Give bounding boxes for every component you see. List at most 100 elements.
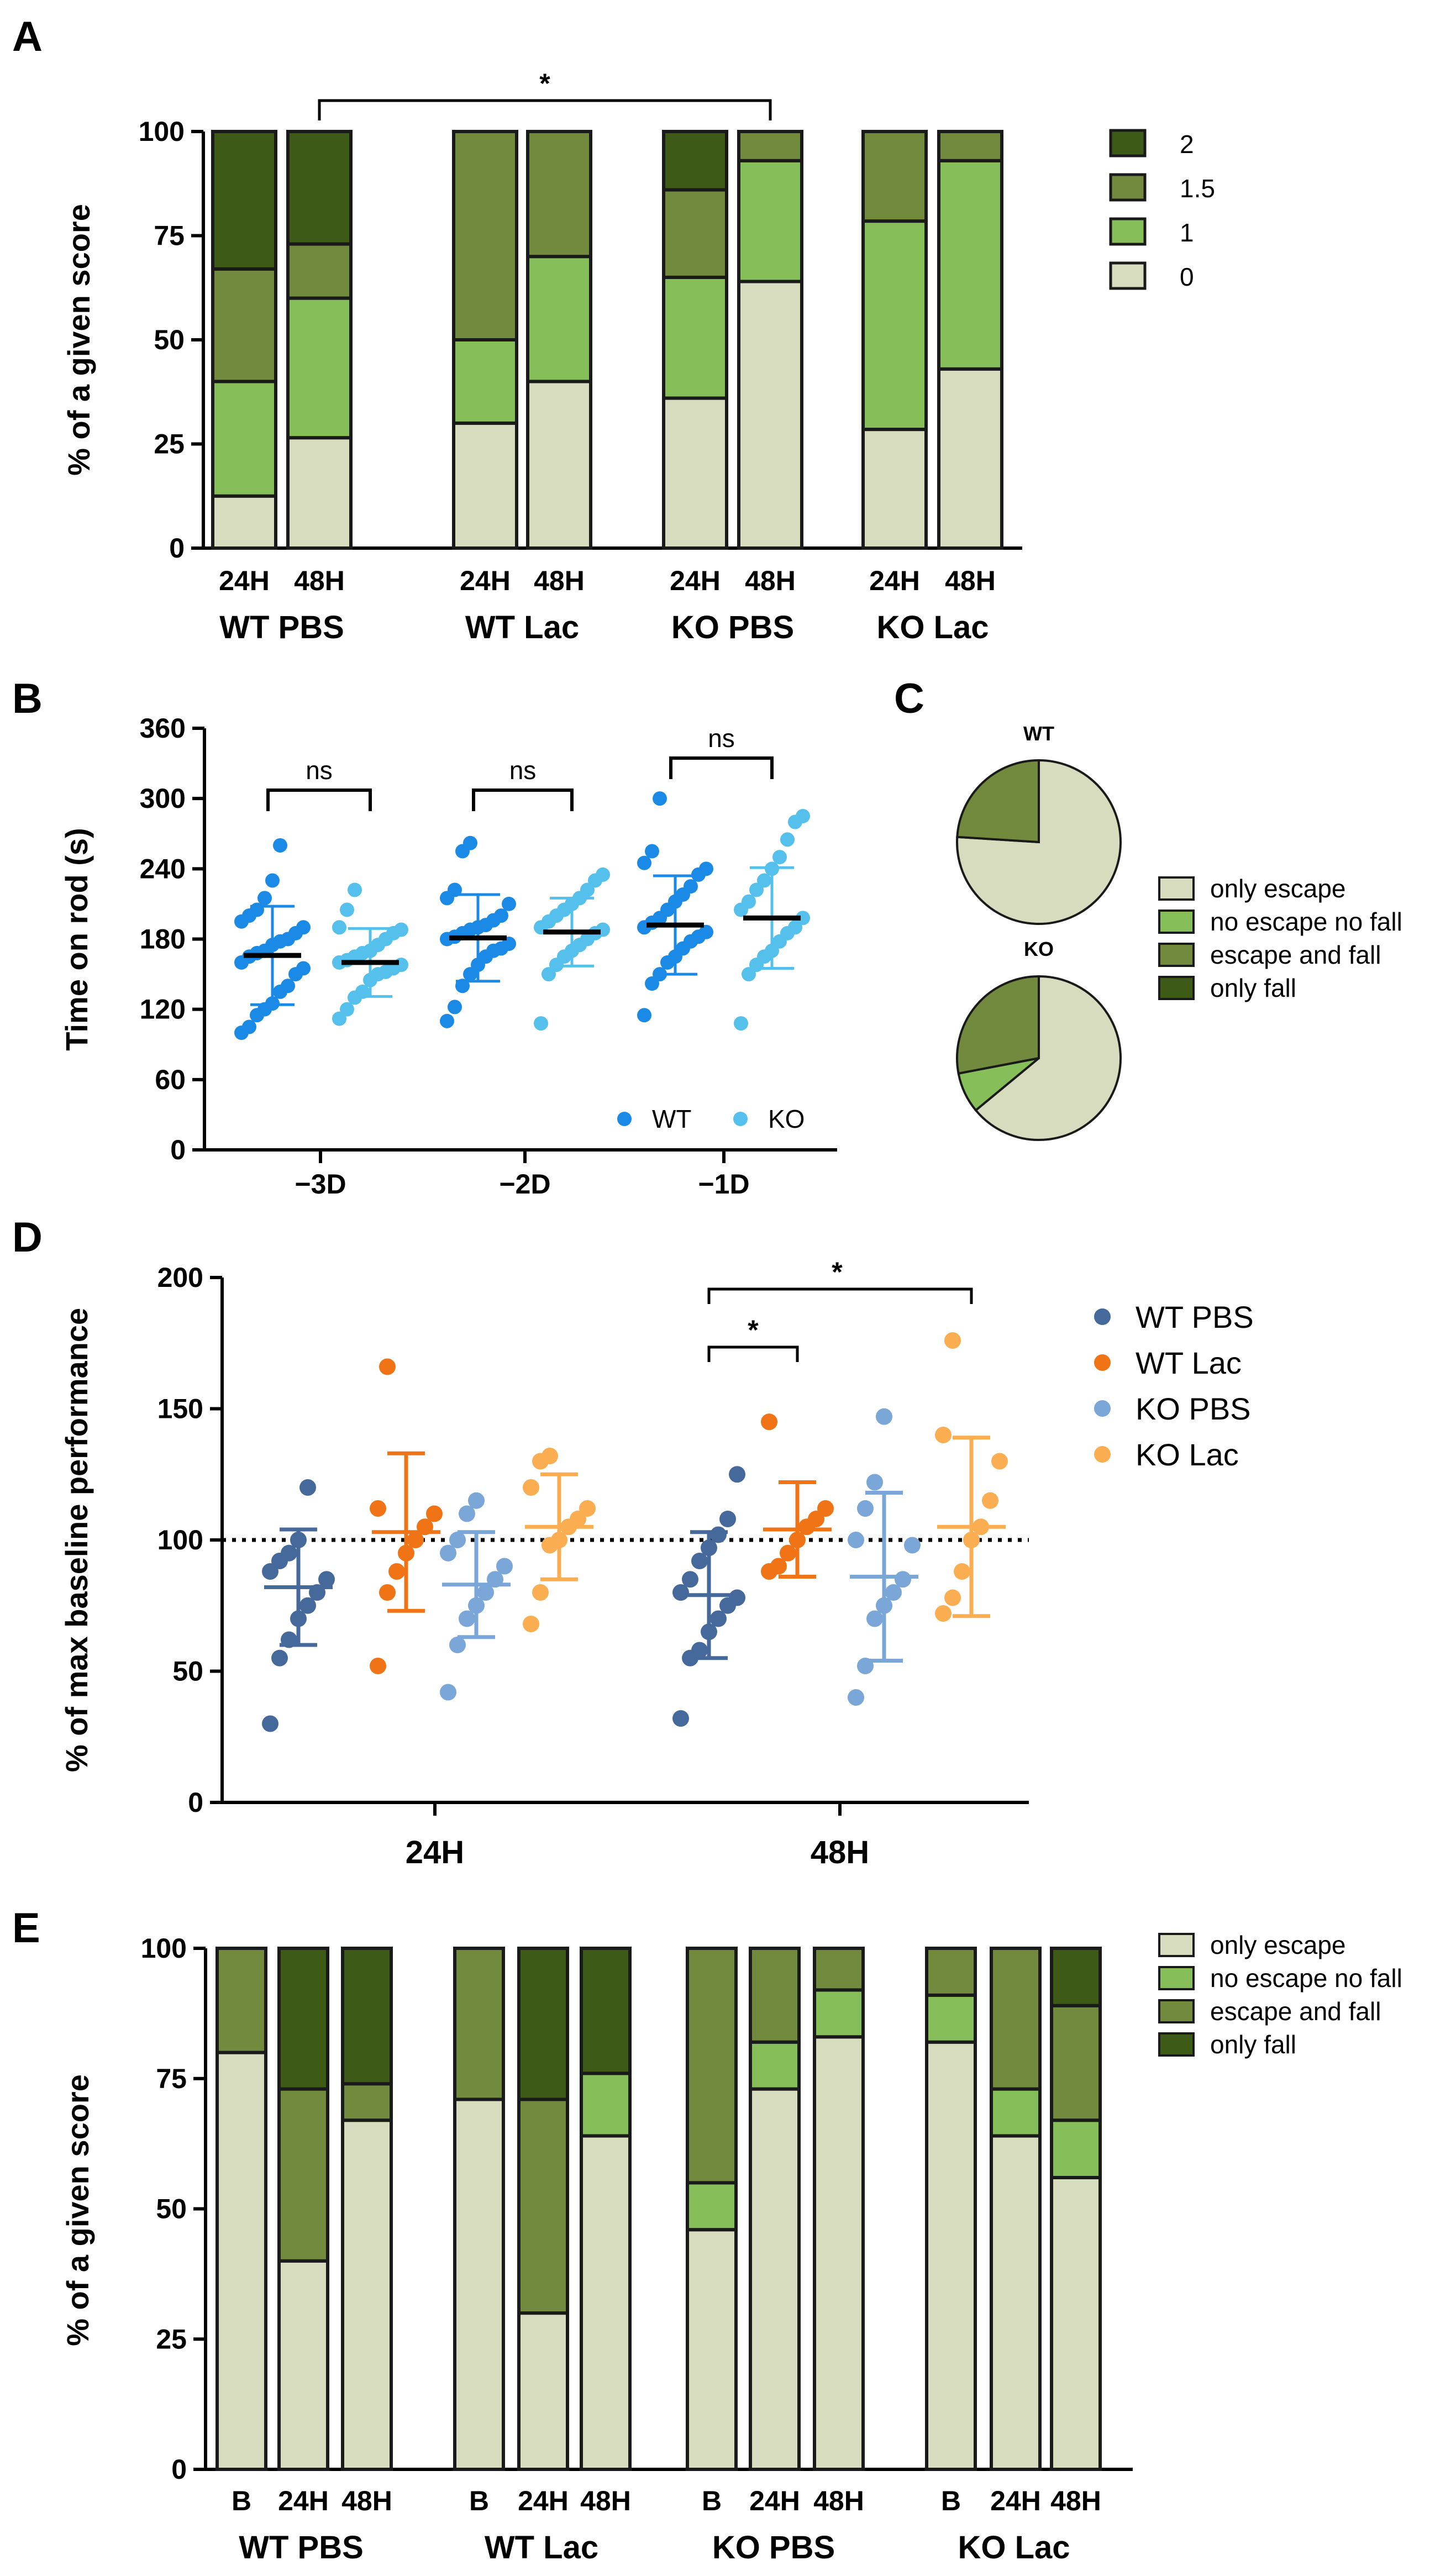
- data-point-KO-PBS: [866, 1610, 883, 1627]
- data-point-WT-PBS: [710, 1526, 727, 1543]
- data-point-WT-Lac: [780, 1544, 796, 1562]
- y-tick-label: 0: [169, 533, 185, 564]
- legend-swatch: [1158, 1966, 1195, 1990]
- y-tick-label: 25: [154, 429, 185, 460]
- data-point-WT-Lac: [379, 1584, 396, 1601]
- legend-label: no escape no fall: [1210, 1964, 1402, 1993]
- data-point-WT-Lac: [388, 1563, 405, 1580]
- group-label: KO PBS: [671, 609, 794, 645]
- bar-segment-1: [662, 275, 728, 400]
- x-tick-label: B: [232, 2485, 251, 2516]
- data-point-WT-PBS: [281, 1544, 297, 1562]
- bar-segment-1: [937, 159, 1003, 371]
- y-tick-label: 240: [140, 853, 186, 884]
- data-point-KO: [780, 832, 795, 847]
- data-point-WT: [502, 896, 516, 911]
- data-point-KO: [796, 911, 810, 926]
- bar-segment-no-escape-no-fall: [990, 2087, 1042, 2138]
- bar-segment-1.5: [861, 130, 928, 223]
- bar-segment-escape-and-fall: [215, 1947, 267, 2054]
- significance-bracket: [669, 756, 774, 779]
- data-point-KO: [348, 882, 362, 897]
- data-point-WT: [653, 791, 667, 806]
- data-point-WT: [281, 979, 295, 993]
- x-tick-label: 48H: [811, 1834, 869, 1870]
- bar-segment-only-escape: [925, 2040, 977, 2471]
- significance-bracket: [472, 788, 574, 811]
- bar-segment-only-fall: [341, 1947, 393, 2086]
- significance-label: ns: [306, 756, 333, 785]
- bar-segment-escape-and-fall: [990, 1947, 1042, 2091]
- significance-label: ns: [708, 724, 735, 753]
- bar-segment-2: [286, 130, 353, 246]
- y-axis-title: Time on rod (s): [59, 828, 94, 1050]
- bar-segment-0: [452, 421, 518, 550]
- data-point-KO: [772, 850, 787, 865]
- data-point-KO-PBS: [866, 1474, 883, 1491]
- data-point-WT-Lac: [379, 1358, 396, 1375]
- data-point-KO-Lac: [944, 1589, 961, 1606]
- legend-label: escape and fall: [1210, 1997, 1381, 2026]
- bar-segment-1: [286, 296, 353, 440]
- bar-segment-only-escape: [580, 2134, 632, 2471]
- significance-label: *: [832, 1257, 843, 1287]
- y-tick-label: 0: [188, 1787, 203, 1818]
- data-point-KO-PBS: [459, 1610, 475, 1627]
- significance-bracket: [266, 788, 372, 811]
- data-point-KO-PBS: [477, 1584, 494, 1601]
- data-point-KO-Lac: [944, 1332, 961, 1349]
- bar-segment-only-fall: [517, 1947, 569, 2101]
- data-point-WT-Lac: [770, 1558, 787, 1575]
- data-point-WT-PBS: [729, 1466, 745, 1483]
- data-point-KO: [742, 894, 756, 909]
- legend-label: 2: [1180, 130, 1194, 159]
- y-tick-label: 0: [170, 1134, 186, 1165]
- data-point-WT: [273, 838, 287, 853]
- legend-label: WT PBS: [1136, 1300, 1254, 1334]
- panel-b-scatter-chart: Time on rod (s) 0 60 120 180 240 300 360 −3D −2D −…: [59, 713, 837, 1200]
- bar-segment-escape-and-fall: [925, 1947, 977, 1997]
- data-point-KO-PBS: [449, 1532, 466, 1548]
- data-point-KO: [534, 1016, 548, 1031]
- group-label: KO Lac: [958, 2530, 1070, 2566]
- legend-marker-ko: [733, 1112, 748, 1126]
- bar-segment-escape-and-fall: [517, 2097, 569, 2315]
- legend-label: KO: [768, 1105, 805, 1133]
- bar-segment-no-escape-no-fall: [1050, 2118, 1102, 2179]
- legend-swatch-0: [1109, 261, 1147, 290]
- data-point-KO: [340, 902, 354, 917]
- bar-segment-1: [861, 219, 928, 432]
- data-point-KO-Lac: [954, 1563, 970, 1580]
- data-point-KO: [332, 920, 346, 935]
- data-point-WT-Lac: [761, 1413, 777, 1431]
- bar-segment-only-escape: [813, 2035, 865, 2472]
- data-point-KO-Lac: [523, 1479, 539, 1496]
- x-tick-label: 24H: [278, 2485, 329, 2516]
- y-tick-label: 300: [140, 783, 186, 814]
- panel-letter-e: E: [12, 1905, 40, 1952]
- bar-segment-escape-and-fall: [749, 1947, 801, 2044]
- data-point-KO-Lac: [935, 1427, 952, 1443]
- data-point-WT: [684, 879, 698, 894]
- data-point-KO-Lac: [579, 1500, 596, 1517]
- data-point-KO-PBS: [848, 1689, 864, 1706]
- data-point-KO-Lac: [935, 1605, 952, 1622]
- data-point-WT: [463, 835, 477, 850]
- legend-label: only escape: [1210, 874, 1346, 903]
- group-label: WT PBS: [219, 609, 344, 645]
- legend-marker: [1094, 1400, 1111, 1417]
- legend-swatch: [1158, 2032, 1195, 2057]
- bar-segment-only-escape: [990, 2134, 1042, 2471]
- bar-segment-only-escape: [341, 2118, 393, 2471]
- y-tick-label: 200: [157, 1262, 203, 1293]
- pie-slice-only-escape: [956, 759, 1122, 925]
- bar-segment-1.5: [937, 130, 1003, 162]
- data-point-KO-Lac: [982, 1492, 998, 1509]
- group-label: KO PBS: [712, 2530, 835, 2566]
- panel-e-stacked-bar-chart: % of a given score 0 25 50 75 100 B 24H 48H B 24H 4…: [60, 1931, 1402, 2566]
- x-tick-label: 24H: [749, 2485, 800, 2516]
- y-tick-label: 180: [140, 924, 186, 955]
- legend-label: KO Lac: [1136, 1437, 1239, 1472]
- legend-label: only fall: [1210, 974, 1296, 1002]
- group-label: WT Lac: [465, 609, 579, 645]
